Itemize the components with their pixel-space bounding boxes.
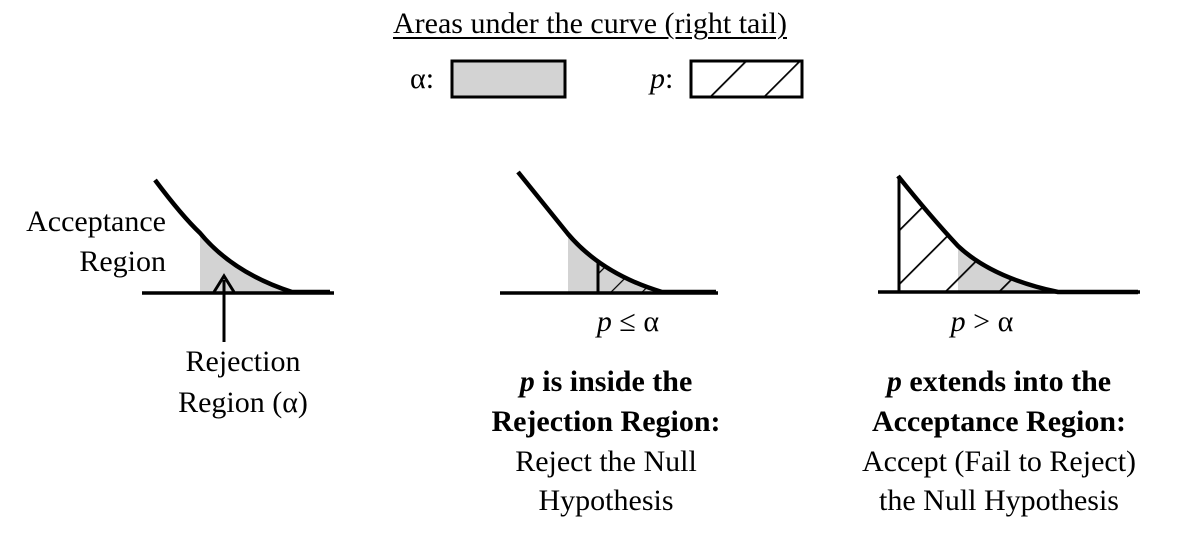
panel2-graph — [500, 170, 718, 295]
rejection-arrow-head — [212, 273, 236, 293]
diagram-title: Areas under the curve (right tail) — [393, 7, 787, 40]
panel2-condition: p ≤ α — [596, 305, 660, 338]
rejection-region-label-line2: Region (α) — [178, 386, 308, 419]
panel1-curve — [153, 178, 330, 295]
panel3-caption-line4: the Null Hypothesis — [879, 484, 1119, 517]
alpha-legend-swatch — [450, 59, 567, 99]
panel3-curve — [896, 174, 1138, 295]
acceptance-region-label-line2: Region — [79, 245, 166, 278]
alpha-legend-label: α: — [410, 62, 435, 95]
panel3-caption-line2: Acceptance Region: — [871, 405, 1127, 438]
rejection-region-label-line1: Rejection — [185, 345, 301, 378]
panel2-caption-line3: Reject the Null — [515, 445, 697, 478]
p-legend-swatch — [689, 59, 804, 99]
panel3-caption-line3: Accept (Fail to Reject) — [861, 445, 1137, 478]
panel2-caption-line1: p is inside the — [519, 365, 693, 398]
panel3-caption-line1: p extends into the — [886, 365, 1112, 398]
panel3-p-area — [898, 176, 1058, 292]
panel3-condition: p > α — [950, 305, 1014, 338]
panel2-caption-line4: Hypothesis — [538, 484, 674, 517]
acceptance-region-label-line1: Acceptance — [26, 205, 166, 238]
panel2-curve — [516, 170, 716, 295]
panel1-rejection-area — [200, 233, 292, 292]
panel1-graph — [142, 178, 334, 342]
panel3-graph — [878, 174, 1140, 295]
panel2-caption-line2: Rejection Region: — [491, 405, 721, 438]
panel2-alpha-area — [568, 234, 662, 292]
panel2-p-area — [598, 262, 662, 292]
p-legend-label: p: — [650, 62, 674, 95]
